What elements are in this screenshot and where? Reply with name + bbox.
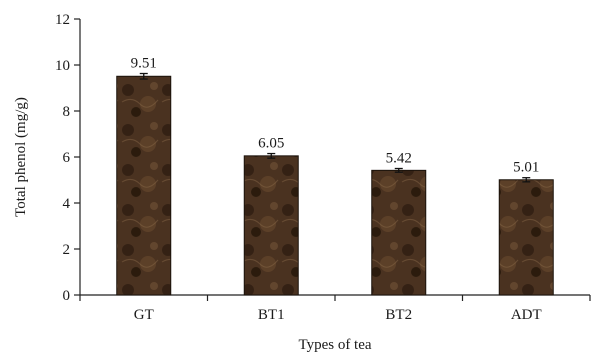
data-labels: 9.51 6.05 5.42 5.01 bbox=[131, 56, 540, 176]
bar bbox=[116, 75, 172, 296]
x-axis: GT BT1 BT2 ADT bbox=[79, 294, 591, 323]
data-label: 5.42 bbox=[386, 151, 412, 167]
x-tick-label: ADT bbox=[511, 307, 542, 323]
y-tick-label: 2 bbox=[63, 242, 71, 258]
data-label: 6.05 bbox=[258, 136, 284, 152]
y-axis-label: Total phenol (mg/g) bbox=[13, 97, 29, 217]
bars bbox=[116, 72, 554, 296]
bar bbox=[243, 155, 299, 296]
bar bbox=[371, 169, 427, 296]
x-tick-label: BT2 bbox=[385, 307, 412, 323]
y-tick-label: 0 bbox=[63, 288, 71, 304]
data-label: 9.51 bbox=[131, 56, 157, 72]
x-tick-label: GT bbox=[134, 307, 154, 323]
bar bbox=[498, 179, 554, 296]
y-tick-label: 6 bbox=[63, 150, 71, 166]
y-tick-label: 8 bbox=[63, 104, 71, 120]
x-axis-label: Types of tea bbox=[298, 337, 371, 353]
x-tick-label: BT1 bbox=[258, 307, 285, 323]
y-tick-label: 4 bbox=[63, 196, 71, 212]
data-label: 5.01 bbox=[513, 160, 539, 176]
y-axis: 0 2 4 6 8 10 12 bbox=[55, 12, 81, 304]
y-tick-label: 10 bbox=[55, 58, 70, 74]
y-tick-label: 12 bbox=[55, 12, 70, 28]
